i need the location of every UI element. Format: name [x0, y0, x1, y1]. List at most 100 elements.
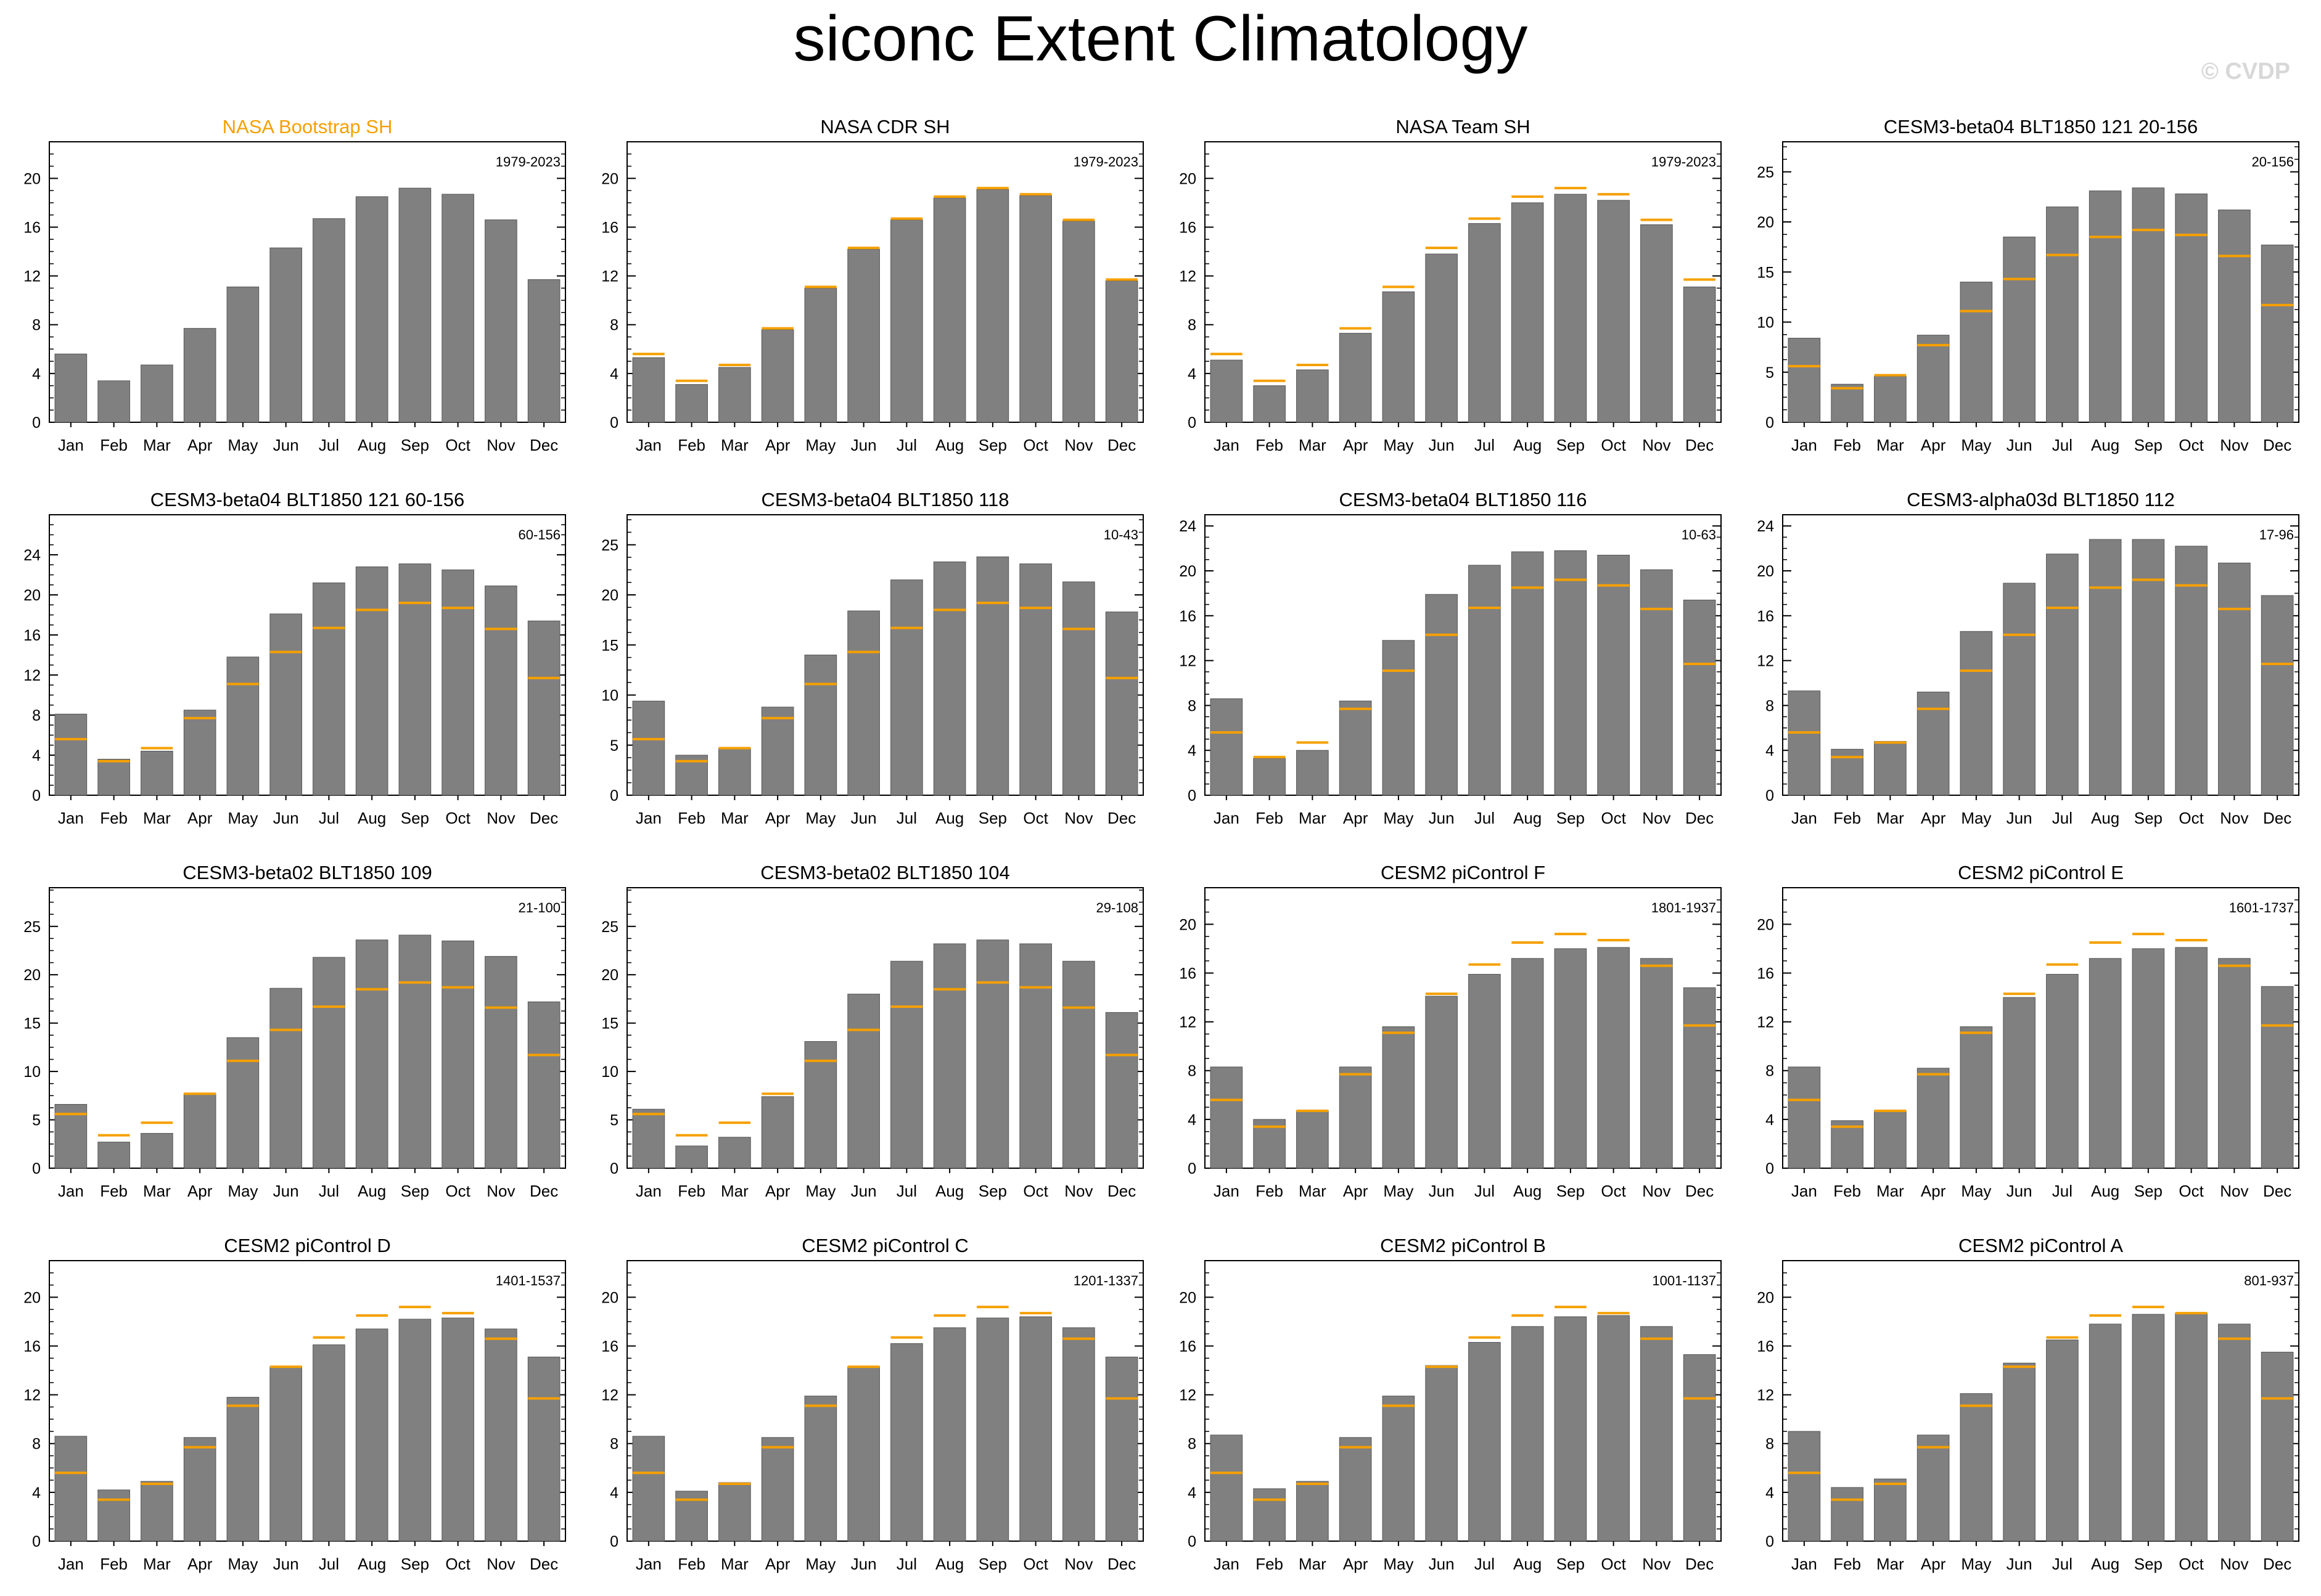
- x-tick-label: Jul: [1474, 436, 1495, 454]
- bar: [890, 219, 923, 423]
- x-tick-label: Mar: [721, 436, 749, 454]
- bar: [933, 943, 966, 1169]
- bar: [2046, 1340, 2079, 1542]
- bar: [2089, 539, 2122, 796]
- x-tick-label: May: [228, 1555, 258, 1573]
- x-tick-label: Sep: [2134, 809, 2163, 827]
- x-tick-label: Jan: [1214, 436, 1239, 454]
- cvdp-watermark: © CVDP: [2201, 59, 2290, 84]
- y-tick-label: 20: [601, 967, 618, 984]
- x-tick-label: Jul: [897, 1555, 917, 1573]
- y-tick-label: 20: [1179, 1289, 1196, 1306]
- x-tick-label: Mar: [143, 436, 171, 454]
- bar: [398, 935, 432, 1169]
- x-tick-label: Nov: [487, 1555, 515, 1573]
- x-tick-label: Sep: [979, 1555, 1007, 1573]
- bar: [183, 1437, 216, 1542]
- bar: [1597, 947, 1630, 1169]
- x-tick-label: Jan: [1791, 436, 1817, 454]
- x-tick-label: Nov: [487, 436, 515, 454]
- bar: [1468, 1342, 1501, 1542]
- x-tick-label: Jul: [2052, 436, 2072, 454]
- bar: [761, 1096, 794, 1169]
- y-tick-label: 8: [610, 317, 618, 334]
- x-tick-label: May: [1383, 1555, 1413, 1573]
- x-tick-label: Aug: [1513, 809, 1542, 827]
- x-tick-label: May: [1383, 1182, 1413, 1200]
- bar: [355, 1328, 388, 1542]
- plot-frame: [626, 514, 1144, 796]
- y-tick-label: 16: [1179, 608, 1196, 625]
- x-tick-label: Apr: [765, 436, 791, 454]
- bar: [1788, 690, 1821, 796]
- bar: [1210, 359, 1243, 423]
- panel-title: CESM3-beta04 BLT1850 116: [1339, 489, 1587, 510]
- y-tick-label: 16: [601, 1338, 618, 1355]
- chart-panel: CESM2 piControl D 1401-1537 0 4 8 12 16 20 Jan Fe…: [23, 1235, 566, 1573]
- plot-frame: [1204, 1260, 1722, 1542]
- period-label: 17-96: [2259, 527, 2294, 542]
- y-tick-label: 20: [601, 1289, 618, 1306]
- period-label: 1401-1537: [496, 1273, 561, 1288]
- bar: [632, 357, 665, 423]
- x-tick-label: Jul: [1474, 1182, 1495, 1200]
- y-tick-label: 8: [1765, 697, 1774, 714]
- x-tick-label: Aug: [358, 1555, 386, 1573]
- x-tick-label: Jun: [2007, 809, 2032, 827]
- x-tick-label: Jun: [2007, 1555, 2032, 1573]
- period-label: 1979-2023: [496, 154, 561, 170]
- bar: [675, 384, 708, 423]
- x-tick-label: Nov: [1064, 1555, 1093, 1573]
- bar: [2089, 1324, 2122, 1542]
- period-label: 29-108: [1096, 900, 1138, 915]
- bar: [1640, 1326, 1673, 1542]
- y-tick-label: 15: [601, 637, 618, 654]
- x-tick-label: Nov: [1064, 809, 1093, 827]
- y-tick-label: 20: [23, 170, 41, 187]
- bar: [1105, 1356, 1138, 1542]
- bar: [1210, 698, 1243, 796]
- x-tick-label: Jun: [273, 1555, 299, 1573]
- x-tick-label: Feb: [1255, 436, 1283, 454]
- x-tick-label: Feb: [1255, 809, 1283, 827]
- x-tick-label: Sep: [1556, 809, 1585, 827]
- bar: [1019, 195, 1052, 423]
- x-tick-label: Dec: [530, 436, 558, 454]
- x-tick-label: May: [228, 436, 258, 454]
- y-tick-label: 8: [1188, 697, 1196, 714]
- chart-panel: CESM3-beta04 BLT1850 121 20-156 20-156 0 5 1…: [1757, 116, 2299, 454]
- x-tick-label: Aug: [358, 1182, 386, 1200]
- panel-title: NASA CDR SH: [820, 116, 950, 137]
- x-tick-label: Nov: [2220, 436, 2248, 454]
- x-tick-label: Aug: [935, 1182, 964, 1200]
- plot-frame: [1782, 887, 2299, 1169]
- bar: [1597, 200, 1630, 423]
- bar: [97, 759, 130, 796]
- bar: [527, 1356, 561, 1542]
- x-tick-label: Mar: [1876, 1182, 1904, 1200]
- plot-frame: [49, 141, 566, 423]
- x-tick-label: Aug: [2091, 1555, 2119, 1573]
- bar: [1382, 640, 1415, 796]
- y-tick-label: 0: [1188, 414, 1196, 432]
- bar: [804, 1396, 837, 1542]
- x-tick-label: Nov: [2220, 1182, 2248, 1200]
- y-tick-label: 5: [32, 1112, 41, 1129]
- bar: [527, 1001, 561, 1169]
- x-tick-label: Jun: [1429, 1555, 1455, 1573]
- bar: [890, 960, 923, 1169]
- bar: [1916, 692, 1950, 796]
- y-tick-label: 24: [1179, 518, 1196, 535]
- x-tick-label: Sep: [979, 436, 1007, 454]
- x-tick-label: Aug: [2091, 436, 2119, 454]
- bar: [183, 1093, 216, 1169]
- x-tick-label: Jan: [1214, 809, 1239, 827]
- y-tick-label: 12: [1179, 1387, 1196, 1404]
- y-tick-label: 16: [1757, 608, 1774, 625]
- period-label: 801-937: [2244, 1273, 2294, 1288]
- x-tick-label: Mar: [1876, 1555, 1904, 1573]
- bar: [1339, 1437, 1372, 1542]
- plot-frame: [626, 1260, 1144, 1542]
- y-tick-label: 20: [1179, 563, 1196, 580]
- x-tick-label: Feb: [678, 1182, 705, 1200]
